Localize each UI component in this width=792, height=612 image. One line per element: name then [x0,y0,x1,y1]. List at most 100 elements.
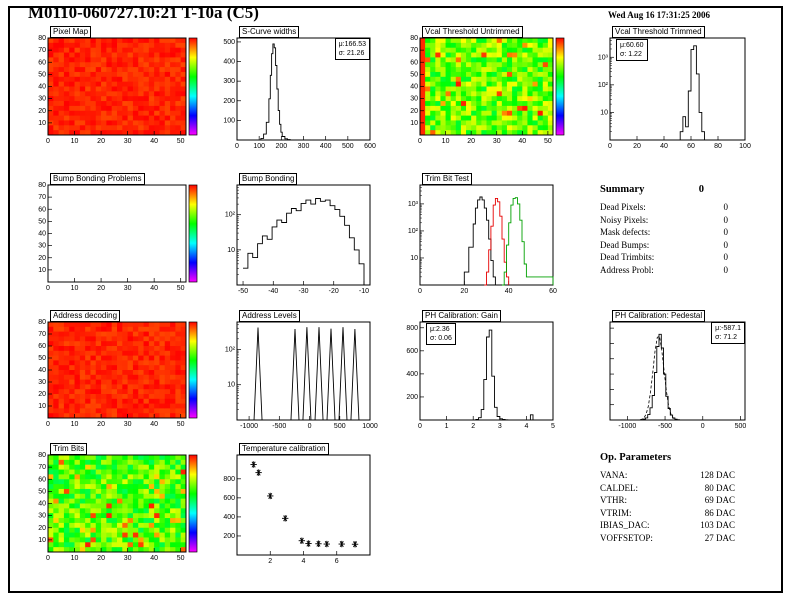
svg-text:70: 70 [38,47,46,54]
svg-text:2: 2 [268,558,272,565]
svg-text:100: 100 [739,143,751,150]
svg-text:100: 100 [223,117,235,124]
svg-text:20: 20 [38,391,46,398]
page-title: M0110-060727.10:21 T-10a (C5) [28,3,259,22]
svg-text:500: 500 [223,39,235,46]
svg-text:20: 20 [38,255,46,262]
op-parameters-panel: Op. Parameters VANA: 128 DAC CALDEL: 80 DA… [600,452,735,544]
plot-title-address-decoding: Address decoding [50,310,121,322]
svg-text:500: 500 [342,143,354,150]
chart-trim-bit-test: 0 20 40 60 10 10² 10³ [408,184,557,295]
plot-pixel-map: 0 10 20 30 40 50 10 20 30 40 50 60 70 80 Pixel Map [38,26,198,145]
summary-header: Summary 0 [600,184,728,195]
stat-sigma: σ: 21.26 [338,50,365,57]
svg-text:300: 300 [223,78,235,85]
plot-title-vcal-untrimmed: Vcal Threshold Untrimmed [422,26,523,38]
svg-text:10: 10 [71,285,79,292]
plot-title-temperature-calibration: Temperature calibration [239,443,329,455]
svg-text:60: 60 [38,59,46,66]
summary-row: Address Probl: 0 [600,264,728,275]
svg-text:0: 0 [418,138,422,145]
svg-text:6: 6 [335,558,339,565]
svg-text:20: 20 [467,138,475,145]
svg-text:0: 0 [46,285,50,292]
summary-row: Noisy Pixels: 0 [600,214,728,225]
plot-temperature-calibration: 2 4 6 200 400 600 800 Temperature calibration [223,443,371,565]
svg-text:10: 10 [410,255,418,262]
op-parameter-row: IBIAS_DAC: 103 DAC [600,520,735,530]
svg-text:500: 500 [735,423,747,430]
svg-text:10: 10 [442,138,450,145]
svg-text:30: 30 [38,513,46,520]
svg-text:10³: 10³ [598,54,609,61]
svg-text:70: 70 [38,464,46,471]
summary-row: Mask defects: 0 [600,227,728,237]
svg-text:10: 10 [38,120,46,127]
svg-text:0: 0 [308,423,312,430]
stats-box-ph-pedestal: μ:-587.1 σ: 71.2 [711,322,745,344]
svg-text:10: 10 [227,247,235,254]
plot-address-levels: -1000 -500 0 500 1000 10 10² Address Levels [225,310,378,430]
svg-text:600: 600 [364,143,376,150]
svg-text:10: 10 [38,267,46,274]
svg-text:60: 60 [549,288,557,295]
svg-text:10: 10 [71,138,79,145]
summary-row: Dead Trimbits: 0 [600,252,728,262]
summary-row: Dead Pixels: 0 [600,202,728,212]
plot-title-bump-bonding-problems: Bump Bonding Problems [50,173,145,185]
svg-text:0: 0 [418,423,422,430]
stats-box-vcal-trimmed: μ:60.60 σ: 1.22 [616,39,648,61]
svg-text:40: 40 [150,285,158,292]
svg-text:40: 40 [150,138,158,145]
svg-text:70: 70 [38,331,46,338]
svg-text:20: 20 [38,108,46,115]
op-parameter-row: VANA: 128 DAC [600,470,735,480]
svg-text:30: 30 [124,138,132,145]
svg-text:20: 20 [97,421,105,428]
svg-text:-50: -50 [238,288,248,295]
plot-title-trim-bits: Trim Bits [50,443,88,455]
svg-text:30: 30 [493,138,501,145]
chart-address-decoding: 0 10 20 30 40 50 10 20 30 40 50 60 70 80 [38,319,198,428]
plot-title-ph-gain: PH Calibration: Gain [422,310,501,322]
svg-text:50: 50 [38,355,46,362]
svg-text:10: 10 [71,555,79,562]
svg-text:50: 50 [410,71,418,78]
svg-text:30: 30 [38,96,46,103]
plot-title-pixel-map: Pixel Map [50,26,92,38]
svg-text:80: 80 [38,452,46,459]
svg-text:80: 80 [38,319,46,326]
svg-text:20: 20 [410,108,418,115]
timestamp: Wed Aug 16 17:31:25 2006 [608,10,711,20]
svg-text:200: 200 [406,394,418,401]
chart-ph-calibration-gain: 0 1 2 3 4 5 200 400 600 800 [406,321,555,430]
svg-text:10²: 10² [408,228,419,235]
svg-text:0: 0 [235,143,239,150]
chart-bump-bonding: -50 -40 -30 -20 -10 10 10² [225,184,371,295]
svg-text:60: 60 [38,476,46,483]
plot-bump-bonding-problems: 0 10 20 30 40 50 10 20 30 40 50 60 70 80 Bump Bonding… [38,173,198,292]
svg-text:60: 60 [38,343,46,350]
svg-text:40: 40 [505,288,513,295]
svg-text:200: 200 [223,533,235,540]
chart-ph-calibration-pedestal: -1000 -500 0 500 [609,321,746,430]
op-parameter-row: VTRIM: 86 DAC [600,507,735,518]
svg-text:70: 70 [410,47,418,54]
svg-text:50: 50 [177,421,185,428]
plot-title-vcal-trimmed: Vcal Threshold Trimmed [612,26,705,38]
plot-title-address-levels: Address Levels [239,310,300,322]
svg-text:40: 40 [150,555,158,562]
plot-vcal-threshold-untrimmed: 0 10 20 30 40 50 10 20 30 40 50 60 70 80 Vcal Thresho… [410,26,565,145]
svg-text:10: 10 [600,109,608,116]
summary-row: Dead Bumps: 0 [600,239,728,250]
svg-text:40: 40 [518,138,526,145]
chart-temperature-calibration: 2 4 6 200 400 600 800 [223,454,371,565]
op-parameter-row: VOFFSETOP: 27 DAC [600,532,735,543]
svg-text:200: 200 [223,98,235,105]
svg-text:40: 40 [38,84,46,91]
svg-text:4: 4 [524,423,528,430]
svg-text:40: 40 [660,143,668,150]
summary-total: 0 [698,184,704,195]
svg-text:20: 20 [633,143,641,150]
